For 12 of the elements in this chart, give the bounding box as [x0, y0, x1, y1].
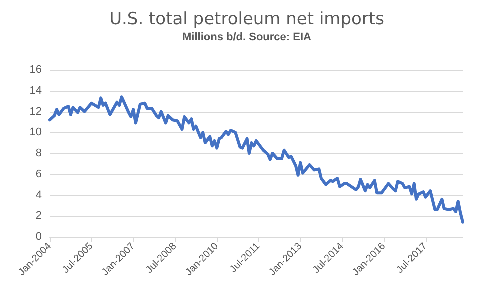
- y-tick-label: 6: [36, 168, 42, 180]
- y-tick-label: 4: [36, 189, 42, 202]
- chart-title: U.S. total petroleum net imports: [110, 10, 385, 30]
- y-tick-label: 0: [36, 231, 42, 243]
- y-tick-label: 14: [30, 84, 42, 97]
- chart-subtitle: Millions b/d. Source: EIA: [182, 32, 312, 44]
- y-tick-label: 2: [36, 210, 42, 222]
- y-tick-label: 16: [30, 64, 42, 76]
- y-tick-label: 8: [36, 148, 42, 160]
- y-tick-label: 12: [30, 106, 42, 118]
- line-series: [48, 96, 464, 224]
- y-tick-label: 10: [30, 126, 42, 139]
